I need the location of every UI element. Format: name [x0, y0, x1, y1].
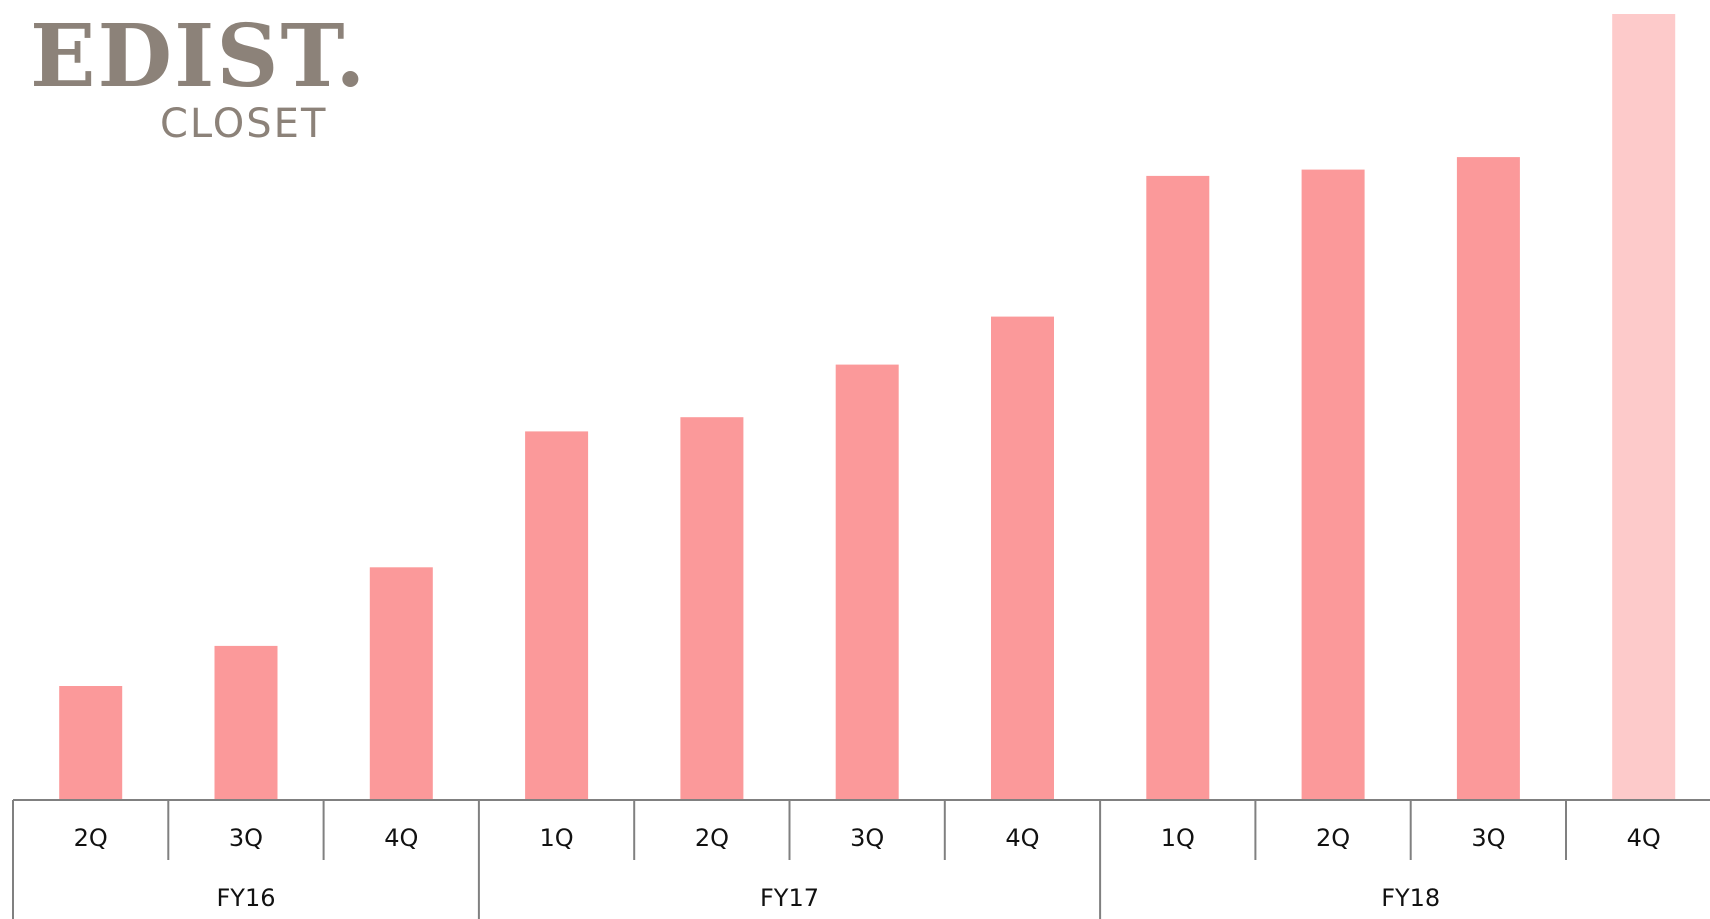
edist-closet-logo: EDIST. CLOSET: [30, 14, 500, 154]
bar-1: [59, 686, 123, 800]
bars-layer: [59, 14, 1676, 801]
bar-3: [369, 567, 433, 800]
logo-wordmark: EDIST.: [30, 6, 368, 107]
bar-9: [1301, 169, 1365, 801]
tick-label-1: 2Q: [74, 824, 108, 852]
group-label-fy16: FY16: [216, 884, 275, 912]
tick-label-6: 3Q: [850, 824, 884, 852]
logo-subtitle: CLOSET: [160, 101, 328, 147]
tick-label-9: 2Q: [1316, 824, 1350, 852]
tick-label-7: 4Q: [1005, 824, 1039, 852]
tick-label-2: 3Q: [229, 824, 263, 852]
bar-8: [1146, 175, 1210, 800]
bar-6: [835, 364, 899, 800]
bar-5: [680, 417, 744, 800]
bar-2: [214, 645, 278, 800]
tick-label-5: 2Q: [695, 824, 729, 852]
axis-layer: [12, 799, 1710, 919]
labels-layer: 2Q 3Q 4Q 1Q 2Q 3Q 4Q 1Q 2Q 3Q 4Q FY16 FY17 FY18: [74, 824, 1661, 912]
tick-label-11: 4Q: [1627, 824, 1661, 852]
bar-10: [1456, 157, 1520, 801]
bar-11: [1612, 14, 1676, 800]
group-label-fy17: FY17: [760, 884, 819, 912]
tick-label-4: 1Q: [540, 824, 574, 852]
group-label-fy18: FY18: [1381, 884, 1440, 912]
bar-7: [991, 316, 1054, 800]
bar-4: [525, 431, 589, 800]
tick-label-3: 4Q: [384, 824, 418, 852]
tick-label-8: 1Q: [1161, 824, 1195, 852]
tick-label-10: 3Q: [1471, 824, 1505, 852]
